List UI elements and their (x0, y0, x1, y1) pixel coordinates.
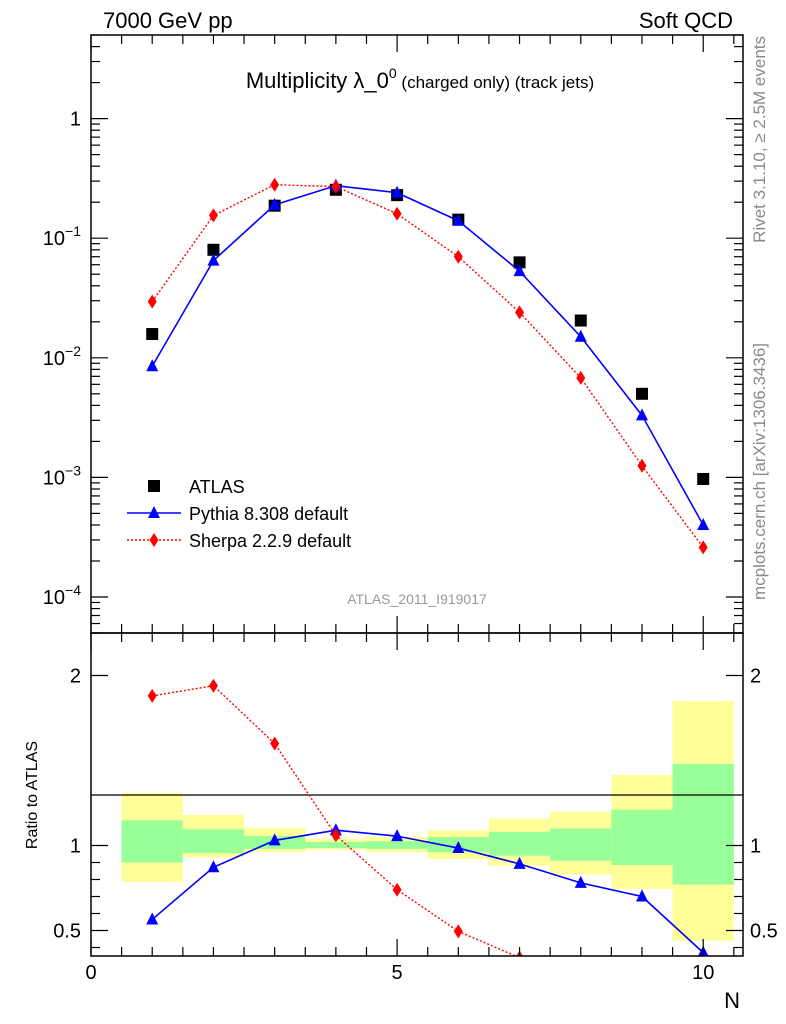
y-tick-label-left: 2 (70, 666, 81, 688)
ratio-line (152, 684, 518, 956)
ratio-point (453, 924, 463, 939)
ratio-ylabel: Ratio to ATLAS (24, 741, 41, 849)
x-tick-label: 5 (392, 962, 403, 984)
ratio-axes: 0 5 10 0.5 0.5 1 1 2 2 (53, 633, 778, 984)
y-tick-label-left: 1 (70, 836, 81, 858)
ratio-point (146, 912, 159, 925)
y-tick-label: 1 (70, 109, 81, 131)
ratio-point (513, 856, 526, 869)
y-tick-label: 10−1 (43, 223, 81, 250)
data-point (513, 264, 526, 277)
ratio-bands (121, 701, 734, 941)
x-axis-label: N (724, 988, 740, 1013)
legend-label: Pythia 8.308 default (189, 504, 348, 524)
legend-marker (148, 506, 160, 518)
data-point (207, 253, 220, 266)
y-tick-label: 10−4 (43, 582, 81, 609)
y-tick-label-left: 0.5 (53, 921, 81, 943)
data-point (513, 256, 526, 269)
data-point (270, 177, 280, 192)
data-point (147, 294, 157, 309)
ratio-point (208, 678, 218, 693)
ratio-point (268, 833, 281, 846)
ratio-series-layer (146, 678, 709, 956)
data-point (698, 540, 708, 555)
ratio-point (635, 889, 648, 902)
uncertainty-band-inner (672, 763, 734, 885)
legend-marker (149, 533, 159, 547)
ratio-point (452, 841, 465, 854)
y-tick-label: 10−3 (43, 462, 81, 489)
data-point (574, 314, 587, 327)
data-point (697, 517, 710, 530)
main-axes: 1 10−1 10−2 10−3 10−4 (43, 34, 743, 634)
main-title: Multiplicity λ_00 (charged only) (track … (246, 65, 594, 93)
main-title-sub: (charged only) (track jets) (397, 73, 594, 92)
ratio-point (270, 736, 280, 751)
data-point (146, 328, 159, 341)
data-point (207, 243, 220, 256)
data-point (208, 208, 218, 223)
ratio-frame (90, 632, 744, 957)
uncertainty-band-inner (550, 828, 612, 861)
y-tick-label-right: 2 (750, 666, 761, 688)
ratio-panel: 0 5 10 0.5 0.5 1 1 2 2 Ratio to ATLAS N (24, 632, 778, 1013)
ratio-point (147, 688, 157, 703)
main-title-sup: 0 (389, 65, 397, 81)
energy-label: 7000 GeV pp (103, 8, 233, 33)
uncertainty-band-inner (611, 809, 673, 866)
y-tick-label-right: 0.5 (750, 921, 778, 943)
ratio-point (391, 829, 404, 842)
uncertainty-band-inner (305, 842, 367, 849)
uncertainty-band-inner (366, 841, 428, 849)
data-point (391, 185, 404, 198)
legend: ATLAS Pythia 8.308 default Sherpa 2.2.9 de… (127, 477, 351, 551)
data-point (268, 197, 281, 210)
x-tick-label: 10 (692, 962, 714, 984)
ratio-point (331, 828, 341, 843)
data-point (574, 329, 587, 342)
data-point (453, 249, 463, 264)
data-point (697, 472, 710, 485)
data-point (637, 458, 647, 473)
uncertainty-band-inner (121, 820, 183, 863)
ratio-point (574, 875, 587, 888)
ratio-line (151, 829, 704, 954)
mcplots-label: mcplots.cern.ch [arXiv:1306.3436] (750, 343, 769, 600)
watermark: ATLAS_2011_I919017 (347, 591, 487, 607)
data-point (635, 387, 648, 400)
x-tick-label: 0 (85, 962, 96, 984)
y-tick-label: 10−2 (43, 343, 81, 370)
main-series-layer (146, 177, 710, 555)
data-point (515, 305, 525, 320)
y-tick-label-right: 1 (750, 836, 761, 858)
data-point (146, 359, 159, 372)
ratio-series-clip (146, 678, 709, 956)
category-label: Soft QCD (639, 8, 733, 33)
main-title-text: Multiplicity λ_0 (246, 68, 389, 93)
data-point (392, 206, 402, 221)
rivet-label: Rivet 3.1.10, ≥ 2.5M events (750, 36, 769, 243)
data-point (635, 408, 648, 421)
uncertainty-band-inner (488, 831, 551, 856)
legend-label: ATLAS (189, 477, 245, 497)
main-panel: 1 10−1 10−2 10−3 10−4 Multiplicity λ_00 (cha… (43, 34, 744, 634)
data-point (331, 179, 341, 194)
data-point (452, 213, 465, 226)
series-line (151, 184, 704, 526)
legend-label: Sherpa 2.2.9 default (189, 531, 351, 551)
ratio-point (392, 882, 402, 897)
ratio-point (207, 860, 220, 873)
data-point (576, 370, 586, 385)
legend-marker (148, 480, 160, 492)
uncertainty-band-inner (182, 829, 245, 854)
